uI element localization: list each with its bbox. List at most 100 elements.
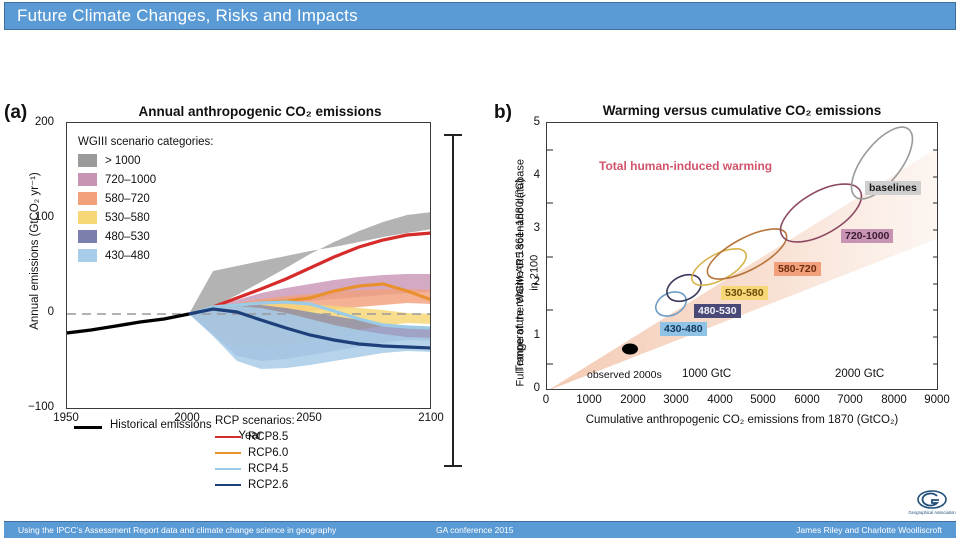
legend-label-rcp45: RCP4.5 [248,463,289,475]
ga-logo-icon [917,490,947,510]
panel-a-xtick-1950: 1950 [53,412,79,424]
swatch-430-480 [78,249,97,262]
ellipse-baselines [850,126,914,200]
swatch-530-580 [78,211,97,224]
panel-b-plot-area: Total human-induced warming observed 200… [546,122,938,390]
panel-b-svg [547,126,937,389]
ellipse-720-1000 [779,183,863,243]
legend-label-480-530: 480–530 [105,230,150,243]
panel-a-ytick-100: 100 [34,211,54,223]
legend-item-530-580: 530–580 [78,208,214,227]
legend-label-rcp60: RCP6.0 [248,447,289,459]
legend-item-rcp60: RCP6.0 [215,445,295,461]
panel-b-title: Warming versus cumulative CO₂ emissions [602,103,882,118]
panel-b-xtick-7000: 7000 [837,394,863,406]
footer-right-text: James Riley and Charlotte Woolliscroft [796,525,942,535]
panel-b-label-480-530: 480-530 [694,304,741,319]
chart-panel-b: b) Warming versus cumulative CO₂ emissio… [492,94,960,494]
panel-b-xtick-3000: 3000 [663,394,689,406]
panel-a-xtick-2050: 2050 [296,412,322,424]
panel-b-ytick-4: 4 [533,169,540,181]
panel-a-legend-rcp: RCP scenarios: RCP8.5 RCP6.0 RCP4.5 RCP2… [215,415,295,493]
panel-b-ytick-0: 0 [533,382,540,394]
swatch-gt1000 [78,154,97,167]
legend-label-gt1000: > 1000 [105,154,141,167]
legend-item-480-530: 480–530 [78,227,214,246]
panel-a-legend-wgiii: WGIII scenario categories: > 1000 720–10… [78,136,214,265]
ellipse-580-720 [706,228,788,280]
panel-b-xtick-5000: 5000 [750,394,776,406]
swatch-720-1000 [78,173,97,186]
band-430-480 [189,306,430,369]
panel-b-xtick-6000: 6000 [794,394,820,406]
panel-b-observed-annotation: observed 2000s [587,369,662,381]
panel-b-xtick-9000: 9000 [924,394,950,406]
footer-center-text: GA conference 2015 [436,525,514,535]
slide-footer-bar: Using the IPCC’s Assessment Report data … [4,521,956,538]
legend-item-720-1000: 720–1000 [78,170,214,189]
panel-b-xtick-0: 0 [542,394,550,406]
panel-b-left-minor-ticks [547,149,553,365]
human-induced-warming-wedge [550,148,937,389]
legend-label-rcp85: RCP8.5 [248,431,289,443]
panel-a-full-range-bracket [444,134,462,467]
legend-label-rcp26: RCP2.6 [248,479,289,491]
ellipse-observed-2000s [622,343,638,355]
slide-title-bar: Future Climate Changes, Risks and Impact… [4,2,956,30]
panel-a-svg [67,212,430,369]
panel-b-label-530-580: 530-580 [721,286,768,301]
legend-item-gt1000: > 1000 [78,151,214,170]
panel-b-xtick-4000: 4000 [707,394,733,406]
slide-content: (a) Annual anthropogenic CO₂ emissions A… [0,32,960,512]
legend-label-430-480: 430–480 [105,249,150,262]
series-rcp26 [188,307,430,350]
panel-b-letter: b) [494,102,512,123]
legend-wgiii-header: WGIII scenario categories: [78,136,214,148]
panel-b-label-430-480: 430-480 [660,322,707,337]
panel-b-gtc-2000: 2000 GtC [835,368,885,380]
panel-a-xtick-2100: 2100 [418,412,444,424]
panel-b-ytick-1: 1 [533,329,540,341]
series-historical [67,312,190,335]
panel-a-ytick-neg100: −100 [28,401,54,413]
legend-item-rcp45: RCP4.5 [215,461,295,477]
panel-b-xtick-2000: 2000 [620,394,646,406]
footer-left-text: Using the IPCC’s Assessment Report data … [18,525,337,535]
swatch-rcp85 [215,435,241,439]
swatch-580-720 [78,192,97,205]
panel-b-ytick-3: 3 [533,222,540,234]
geographical-association-logo: Geographical Association [908,486,956,520]
panel-b-xtick-8000: 8000 [881,394,907,406]
panel-b-ytick-5: 5 [533,116,540,128]
ellipse-480-530 [666,273,702,303]
historical-line-swatch [74,426,102,429]
ga-logo-text: Geographical Association [908,510,956,516]
panel-a-ytick-0: 0 [47,306,54,318]
legend-rcp-header: RCP scenarios: [215,415,295,427]
panel-b-y-axis-label: Temperature relative to 1861–1880 (°C) [514,178,526,372]
panel-b-x-axis-label: Cumulative anthropogenic CO₂ emissions f… [585,414,899,426]
series-rcp85 [188,231,430,316]
panel-a-letter: (a) [4,102,28,123]
swatch-rcp60 [215,451,241,455]
legend-label-580-720: 580–720 [105,192,150,205]
panel-a-legend-historical: Historical emissions [74,419,212,432]
panel-a-title: Annual anthropogenic CO₂ emissions [138,104,382,119]
legend-item-rcp26: RCP2.6 [215,477,295,493]
panel-a-plot-area [66,122,431,409]
swatch-rcp45 [215,467,241,471]
panel-b-minor-ticks [933,149,937,365]
chart-panel-a: (a) Annual anthropogenic CO₂ emissions A… [0,94,540,491]
panel-b-warming-annotation: Total human-induced warming [599,159,773,173]
panel-a-y-axis-label: Annual emissions (GtCO₂ yr⁻¹) [29,172,41,330]
page-title: Future Climate Changes, Risks and Impact… [17,6,358,25]
panel-b-ytick-2: 2 [533,276,540,288]
legend-item-430-480: 430–480 [78,246,214,265]
legend-item-580-720: 580–720 [78,189,214,208]
legend-label-720-1000: 720–1000 [105,173,157,186]
panel-b-label-580-720: 580-720 [774,262,821,277]
panel-b-xtick-1000: 1000 [576,394,602,406]
legend-label-historical: Historical emissions [110,419,212,431]
swatch-rcp26 [215,483,241,487]
band-gt1000 [189,212,430,314]
